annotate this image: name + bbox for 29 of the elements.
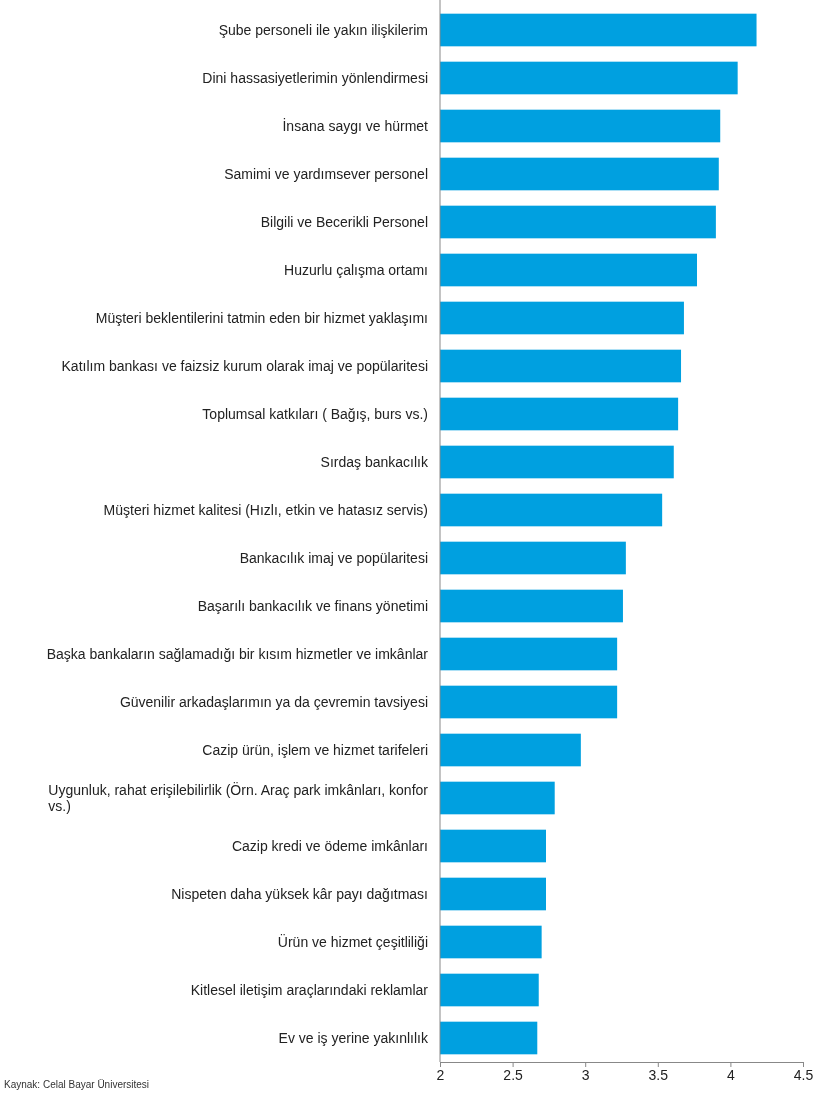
x-tick-label: 3	[581, 1066, 590, 1083]
y-tick-label: Müşteri hizmet kalitesi (Hızlı, etkin ve hatasız servis)	[103, 501, 428, 518]
x-tick-label: 3.5	[648, 1066, 669, 1083]
x-tick-label: 2.5	[503, 1066, 524, 1083]
y-tick-label: Uygunluk, rahat erişilebilirlik (Örn. Araç park imkânları, konfor vs.)	[48, 781, 429, 814]
y-tick-label: Bankacılık imaj ve popülaritesi	[239, 549, 428, 566]
x-tick-label: 2	[436, 1066, 445, 1083]
y-tick-label: Sırdaş bankacılık	[320, 453, 429, 470]
y-tick-label: Kitlesel iletişim araçlarındaki reklamlar	[190, 981, 429, 998]
y-tick-label: Müşteri beklentilerini tatmin eden bir hizmet yaklaşımı	[95, 309, 428, 326]
y-tick-label: Huzurlu çalışma ortamı	[284, 261, 428, 278]
y-tick-label: Ürün ve hizmet çeşitliliği	[277, 932, 428, 950]
y-tick-label: Nispeten daha yüksek kâr payı dağıtması	[171, 885, 428, 902]
y-tick-label: Cazip kredi ve ödeme imkânları	[231, 837, 428, 854]
text: Kaynak: Celal Bayar Üniversitesi	[4, 1079, 150, 1090]
x-tick-label: 4	[727, 1066, 735, 1083]
x-tick-label: 4.5	[793, 1066, 814, 1083]
y-tick-label: Katılım bankası ve faizsiz kurum olarak imaj ve popülaritesi	[61, 357, 428, 374]
y-tick-label: Ev ve iş yerine yakınlılık	[278, 1029, 429, 1046]
y-tick-label: Cazip ürün, işlem ve hizmet tarifeleri	[202, 741, 428, 758]
y-tick-label: Dini hassasiyetlerimin yönlendirmesi	[202, 69, 428, 86]
y-tick-label: Güvenilir arkadaşlarımın ya da çevremin tavsiyesi	[119, 693, 428, 710]
y-tick-label: Bilgili ve Becerikli Personel	[260, 213, 428, 230]
y-tick-label: Samimi ve yardımsever personel	[224, 165, 428, 182]
y-tick-label: Toplumsal katkıları ( Bağış, burs vs.)	[202, 405, 428, 422]
y-tick-label: Başarılı bankacılık ve finans yönetimi	[197, 597, 428, 614]
y-tick-label: İnsana saygı ve hürmet	[282, 116, 429, 134]
y-tick-label: Şube personeli ile yakın ilişkilerim	[218, 21, 428, 38]
y-tick-label: Başka bankaların sağlamadığı bir kısım hizmetler ve imkânlar	[46, 645, 429, 662]
